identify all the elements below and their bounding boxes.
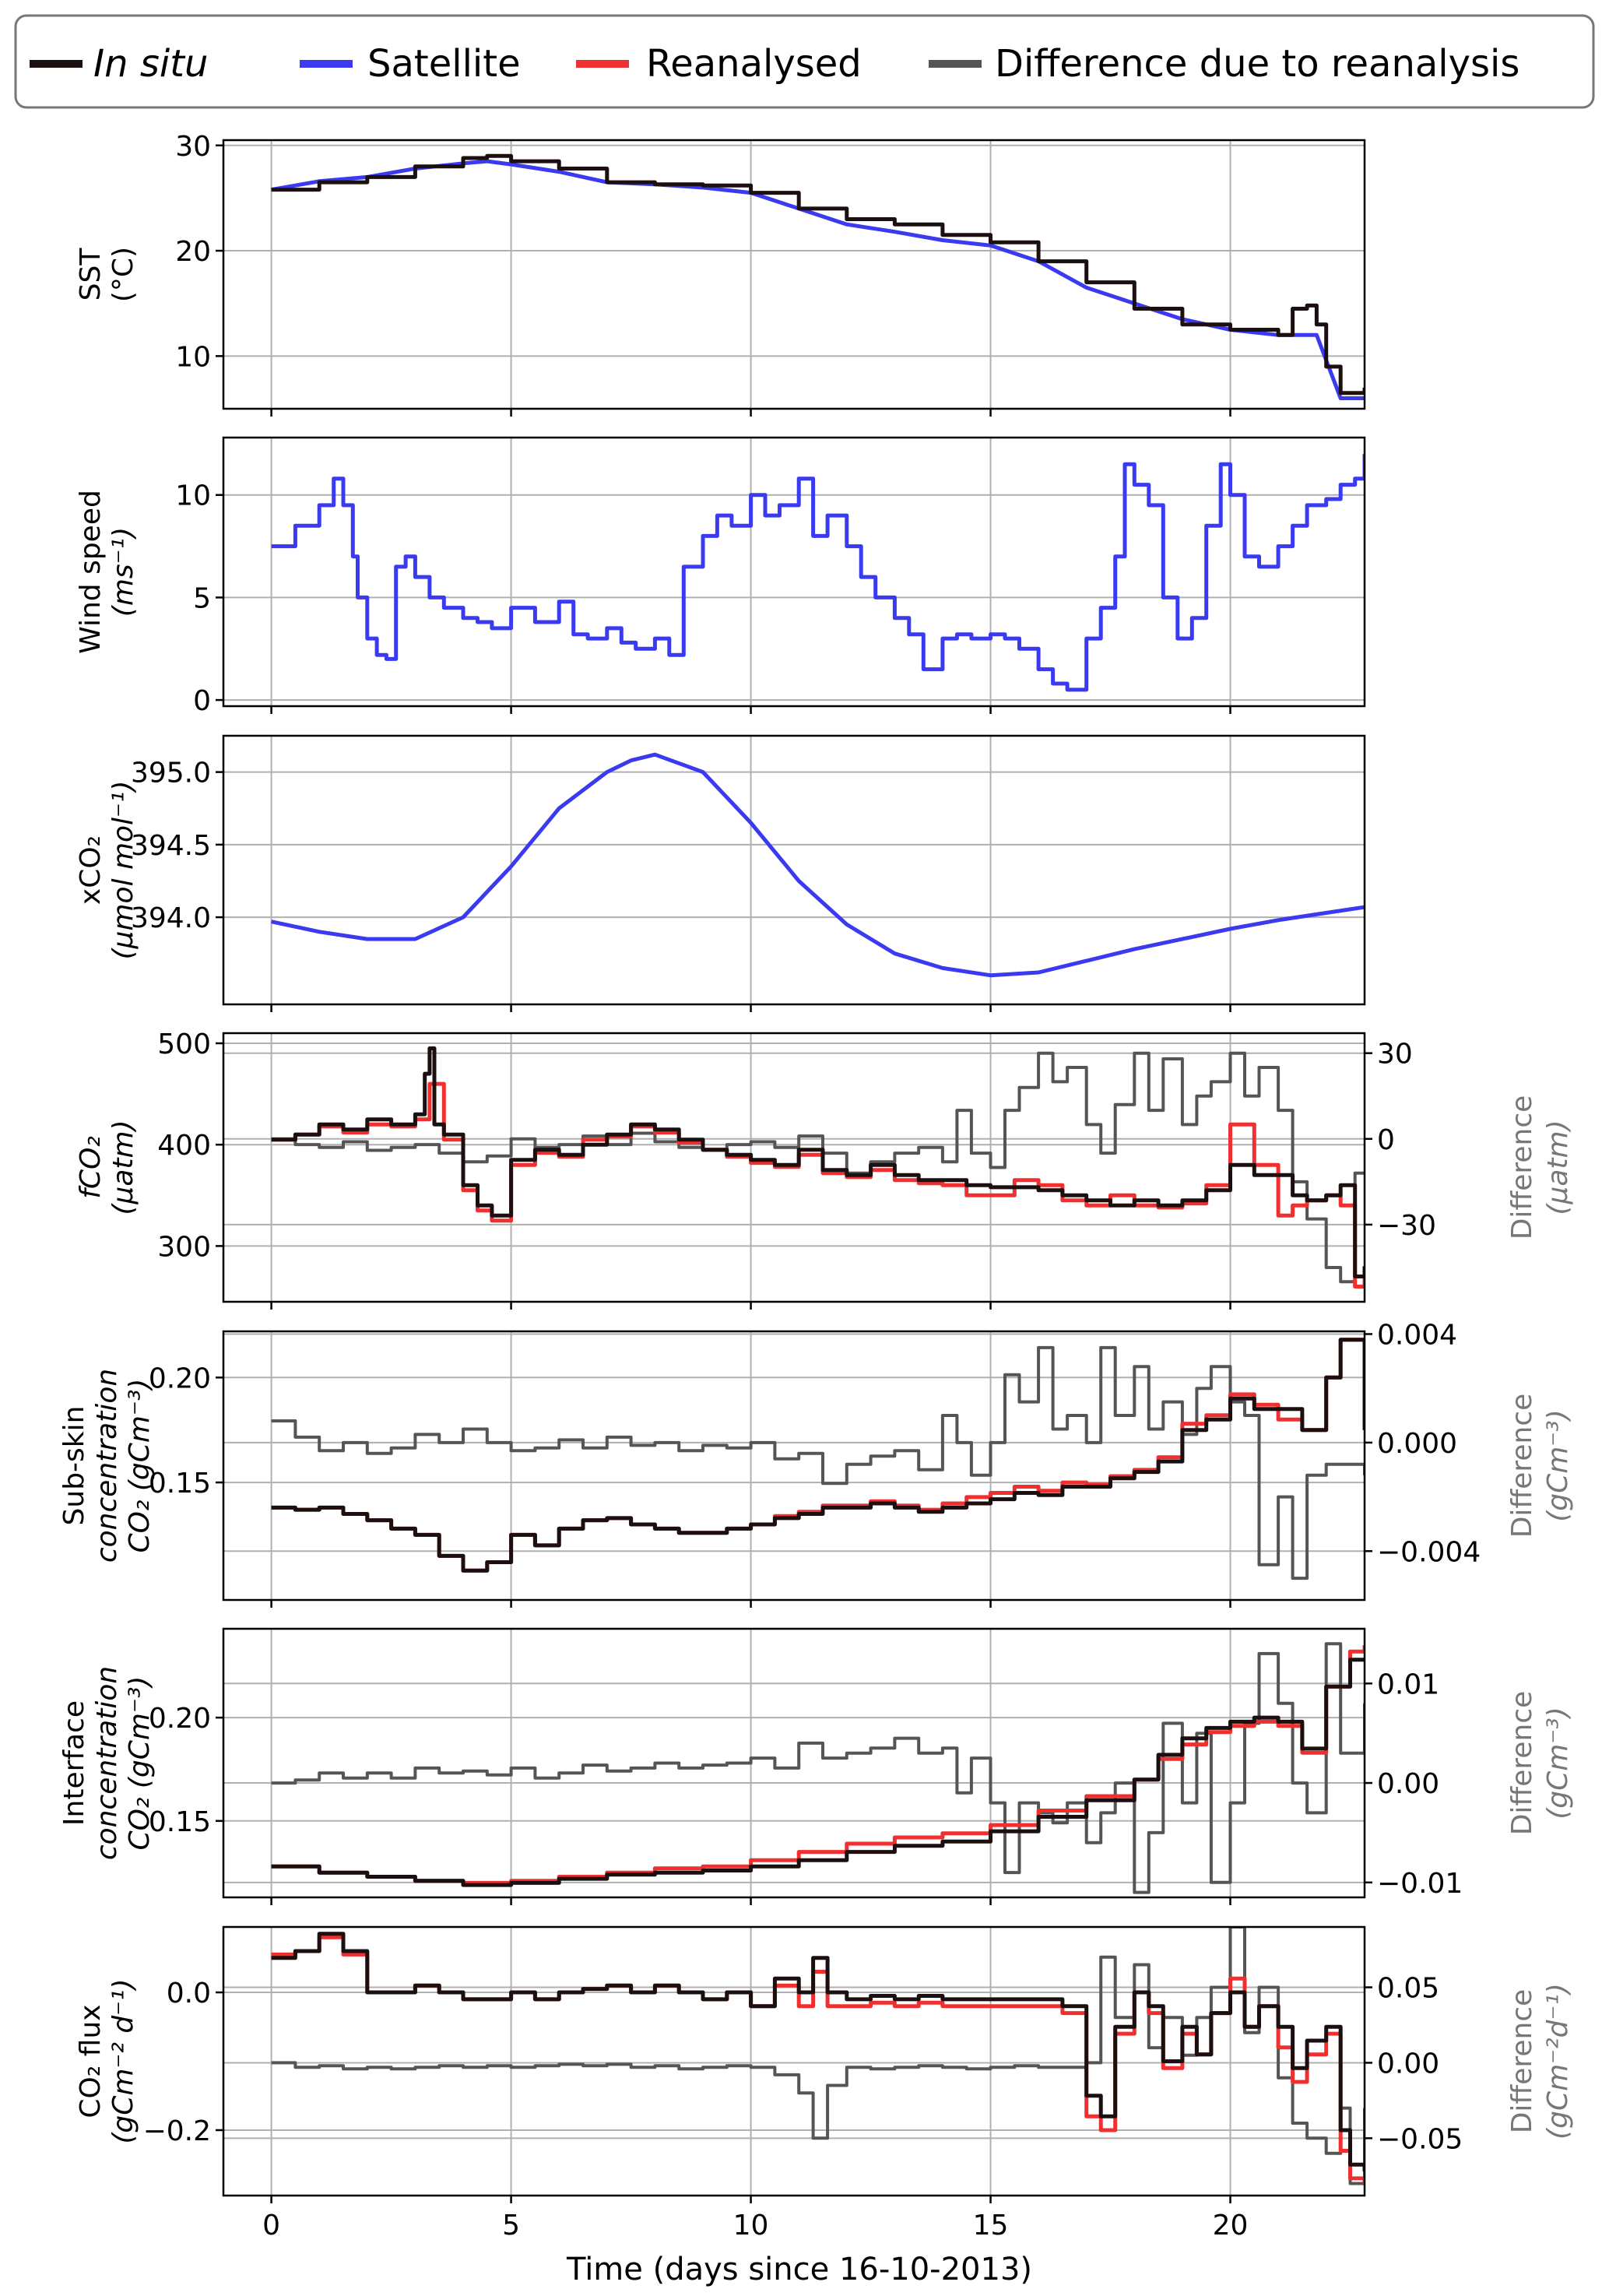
y-tick-label: 10: [175, 341, 211, 373]
y2-axis-label: Difference: [1506, 1095, 1538, 1240]
y-axis-label: Interface: [58, 1700, 90, 1826]
y-tick-label: 30: [175, 131, 211, 163]
axes-frame: [222, 1032, 1366, 1303]
y2-tick-label: −0.01: [1377, 1868, 1463, 1900]
y-tick-label: 0.20: [149, 1703, 211, 1735]
series-line: [271, 1658, 1365, 1887]
series-line: [271, 454, 1365, 692]
y-axis-label: CO₂ (gCm⁻³): [124, 1379, 156, 1553]
y-axis-label: (°C): [107, 247, 139, 302]
axes-frame: [222, 436, 1366, 708]
axes-frame: [222, 139, 1366, 410]
y2-tick-label: 0.01: [1377, 1668, 1439, 1700]
y-axis-label: (gCm⁻² d⁻¹): [107, 1978, 139, 2143]
y-tick-label: 0: [193, 685, 211, 717]
y2-axis-label: Difference: [1506, 1691, 1538, 1836]
axes-frame: [222, 1925, 1366, 2197]
y2-axis-label: Difference: [1506, 1989, 1538, 2134]
y-axis-label: Wind speed: [75, 490, 107, 654]
panel-1: 10 20 30 SST (°C): [75, 131, 1366, 417]
legend-box: [14, 14, 1595, 109]
y2-tick-label: −0.05: [1377, 2123, 1463, 2155]
y2-tick-label: 0.000: [1377, 1428, 1457, 1460]
series-line: [271, 1927, 1365, 2185]
panel-2: 0 5 10 Wind speed (ms⁻¹): [75, 436, 1366, 717]
y2-tick-label: 0.05: [1377, 1973, 1439, 2005]
y-tick-label: 400: [157, 1130, 211, 1162]
y-tick-label: −0.2: [143, 2115, 211, 2147]
x-tick-label: 20: [1213, 2210, 1249, 2242]
axes-frame: [222, 1627, 1366, 1899]
series-line: [271, 153, 1365, 396]
y2-tick-label: 0.00: [1377, 1768, 1439, 1800]
y2-axis-label: (gCm⁻³): [1542, 1707, 1574, 1820]
y-axis-label: CO₂ flux: [75, 2004, 107, 2118]
y2-tick-label: −0.004: [1377, 1536, 1481, 1568]
y-tick-label: 0.20: [149, 1362, 211, 1394]
x-tick-label: 0: [262, 2210, 280, 2242]
y-tick-label: 0.0: [167, 1978, 211, 2009]
y-tick-label: 0.15: [149, 1468, 211, 1500]
y-axis-label: CO₂ (gCm⁻³): [124, 1676, 156, 1851]
series-line: [271, 1642, 1365, 1894]
y-tick-label: 394.5: [131, 830, 211, 862]
panel-5: 0.15 0.20 −0.004 0.000 0.004 Sub-skin concentr…: [58, 1319, 1574, 1608]
y-axis-label: (ms⁻¹): [107, 527, 139, 617]
y-tick-label: 500: [157, 1028, 211, 1060]
y2-tick-label: 0.00: [1377, 2048, 1439, 2080]
series-line: [271, 1051, 1365, 1284]
y-axis-label: xCO₂: [75, 835, 107, 905]
y-axis-label: Sub-skin: [58, 1406, 90, 1526]
legend-label: Satellite: [367, 42, 521, 86]
y-tick-label: 20: [175, 236, 211, 268]
series-line: [271, 159, 1365, 400]
x-tick-label: 15: [973, 2210, 1009, 2242]
legend: In situ Satellite Reanalysed Difference due…: [14, 14, 1595, 109]
y-axis-label: fCO₂: [75, 1136, 107, 1199]
series-line: [271, 1338, 1365, 1573]
y-tick-label: 0.15: [149, 1806, 211, 1838]
y2-axis-label: (µatm): [1542, 1120, 1574, 1215]
y-tick-label: 395.0: [131, 758, 211, 789]
series-line: [271, 1046, 1365, 1278]
series-line: [271, 752, 1365, 978]
series-line: [271, 1932, 1365, 2171]
panel-6: 0.15 0.20 −0.01 0.00 0.01 Interface concentrat…: [58, 1627, 1574, 1905]
y2-axis-label: (gCm⁻³): [1542, 1409, 1574, 1522]
y-axis-label: concentration: [91, 1666, 123, 1860]
y-tick-label: 300: [157, 1231, 211, 1263]
series-line: [271, 1345, 1365, 1580]
y-axis-label: (µmol mol⁻¹): [107, 780, 139, 959]
legend-label: In situ: [93, 42, 208, 86]
axes-frame: [222, 1330, 1366, 1602]
y-tick-label: 394.0: [131, 902, 211, 934]
panel-3: 394.0 394.5 395.0 xCO₂ (µmol mol⁻¹): [75, 734, 1366, 1012]
y-tick-label: 5: [193, 582, 211, 614]
y-axis-label: SST: [75, 248, 107, 301]
y2-tick-label: −30: [1377, 1210, 1436, 1242]
axes-frame: [222, 734, 1366, 1006]
y2-axis-label: Difference: [1506, 1394, 1538, 1538]
y2-axis-label: (gCm⁻²d⁻¹): [1542, 1983, 1574, 2140]
x-tick-label: 10: [733, 2210, 769, 2242]
legend-label: Difference due to reanalysis: [995, 42, 1519, 86]
y2-tick-label: 0.004: [1377, 1319, 1457, 1351]
y2-tick-label: 30: [1377, 1039, 1413, 1071]
x-axis-label: Time (days since 16-10-2013): [566, 2252, 1032, 2287]
y-tick-label: 10: [175, 480, 211, 512]
y-axis-label: concentration: [91, 1369, 123, 1563]
legend-label: Reanalysed: [646, 42, 862, 86]
y-axis-label: (µatm): [107, 1120, 139, 1215]
y2-tick-label: 0: [1377, 1124, 1395, 1156]
x-tick-label: 5: [502, 2210, 520, 2242]
